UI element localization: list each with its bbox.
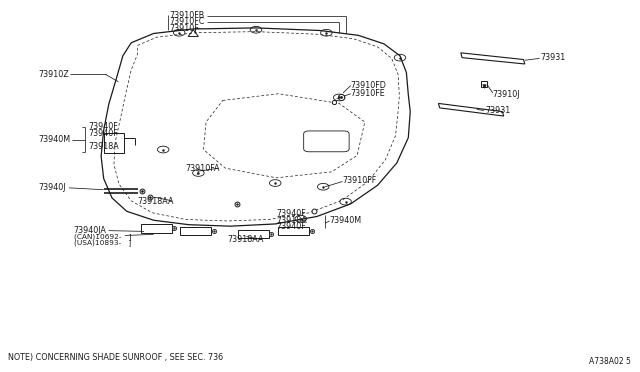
Text: 73910F: 73910F — [170, 24, 199, 33]
Text: 73940F: 73940F — [276, 222, 306, 231]
Text: 73940M: 73940M — [38, 135, 70, 144]
Text: NOTE) CONCERNING SHADE SUNROOF , SEE SEC. 736: NOTE) CONCERNING SHADE SUNROOF , SEE SEC… — [8, 353, 223, 362]
Text: 73940J: 73940J — [38, 183, 66, 192]
Text: 73940F: 73940F — [276, 209, 306, 218]
Text: 73910FF: 73910FF — [342, 176, 377, 185]
Bar — [141, 224, 172, 232]
Text: 73918AA: 73918AA — [138, 197, 174, 206]
Text: 73918A: 73918A — [88, 142, 119, 151]
Bar — [180, 227, 211, 235]
Text: 73931: 73931 — [541, 53, 566, 62]
Text: 73910FD: 73910FD — [351, 81, 387, 90]
Text: 73940M: 73940M — [330, 216, 362, 225]
Text: 73910FE: 73910FE — [351, 89, 385, 97]
Text: 73910FB: 73910FB — [170, 12, 205, 20]
Text: (CAN)10692-   ]: (CAN)10692- ] — [74, 233, 131, 240]
Text: 73910FC: 73910FC — [170, 17, 205, 26]
Text: 73910FA: 73910FA — [186, 164, 220, 173]
Text: (USA)10893-   ]: (USA)10893- ] — [74, 239, 131, 246]
Text: A738A02 5: A738A02 5 — [589, 357, 630, 366]
Text: 73910J: 73910J — [493, 90, 520, 99]
Text: 73940F: 73940F — [88, 122, 118, 131]
Bar — [278, 227, 309, 235]
Text: 73940JA: 73940JA — [74, 226, 106, 235]
Text: 73918AA: 73918AA — [227, 235, 264, 244]
Bar — [104, 133, 124, 153]
Bar — [238, 230, 269, 238]
Text: 73910Z: 73910Z — [38, 70, 69, 79]
Text: 73918A: 73918A — [276, 216, 307, 225]
Text: 73931: 73931 — [485, 106, 510, 115]
Text: 73940F: 73940F — [88, 129, 118, 138]
